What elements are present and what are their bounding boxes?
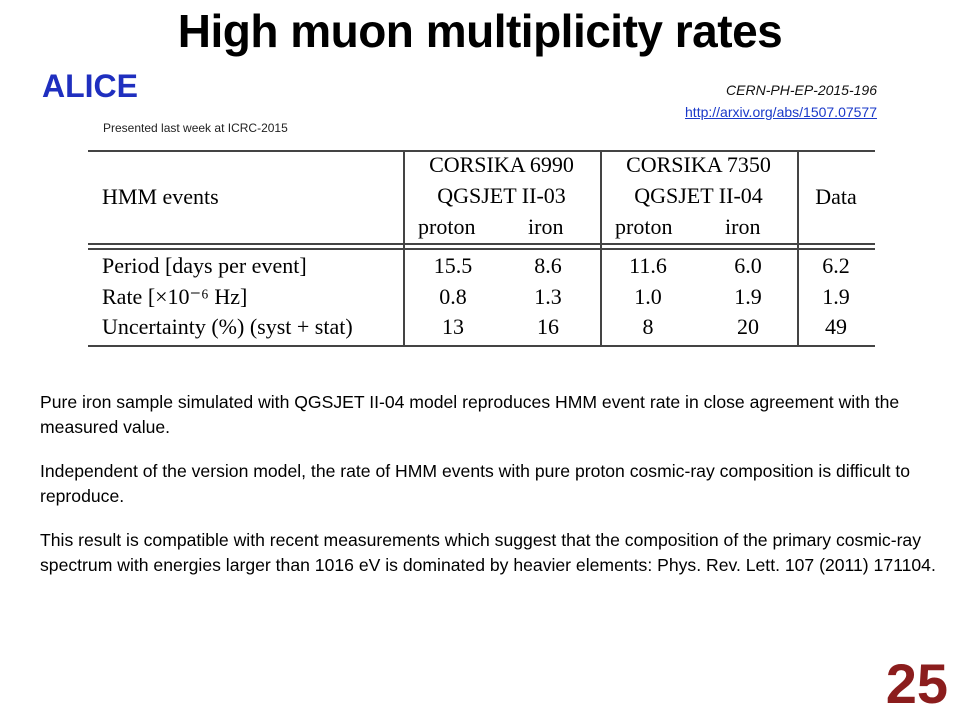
table-cell: 1.9 bbox=[734, 284, 762, 309]
table-cell: 0.8 bbox=[439, 284, 467, 309]
reference-block: CERN-PH-EP-2015-196 http://arxiv.org/abs… bbox=[685, 79, 877, 123]
header-qgsjet-ii-03: QGSJET II-03 bbox=[437, 183, 566, 208]
table-cell: 6.2 bbox=[822, 253, 850, 278]
reference-code: CERN-PH-EP-2015-196 bbox=[726, 82, 877, 98]
row-label-period: Period [days per event] bbox=[102, 253, 307, 278]
body-text: Pure iron sample simulated with QGSJET I… bbox=[40, 390, 940, 597]
collaboration-label: ALICE bbox=[42, 68, 138, 104]
header-hmm-events: HMM events bbox=[102, 184, 219, 209]
header-iron-2: iron bbox=[725, 214, 761, 239]
hmm-table: HMM events CORSIKA 6990 QGSJET II-03 pro… bbox=[88, 146, 875, 347]
table-divider-2 bbox=[600, 150, 602, 346]
table-cell: 8 bbox=[642, 314, 654, 339]
table-cell: 16 bbox=[537, 314, 559, 339]
header-iron-1: iron bbox=[528, 214, 564, 239]
header-corsika-7350: CORSIKA 7350 bbox=[626, 152, 771, 177]
header-proton-1: proton bbox=[418, 214, 476, 239]
table-cell: 6.0 bbox=[734, 253, 762, 278]
table-bottom-rule bbox=[88, 345, 875, 347]
page-number: 25 bbox=[885, 652, 948, 715]
row-label-uncertainty: Uncertainty (%) (syst + stat) bbox=[102, 314, 353, 339]
table-cell: 1.0 bbox=[634, 284, 662, 309]
header-proton-2: proton bbox=[615, 214, 673, 239]
paragraph-iron-sample: Pure iron sample simulated with QGSJET I… bbox=[40, 392, 900, 437]
header-qgsjet-ii-04: QGSJET II-04 bbox=[634, 183, 763, 208]
arxiv-link[interactable]: http://arxiv.org/abs/1507.07577 bbox=[685, 104, 877, 120]
paragraph-compatibility: This result is compatible with recent me… bbox=[40, 530, 936, 575]
row-label-rate: Rate [×10⁻⁶ Hz] bbox=[102, 284, 248, 309]
header-corsika-6990: CORSIKA 6990 bbox=[429, 152, 574, 177]
table-cell: 8.6 bbox=[534, 253, 562, 278]
table-cell: 1.3 bbox=[534, 284, 562, 309]
table-cell: 20 bbox=[737, 314, 759, 339]
table-top-rule bbox=[88, 150, 875, 152]
table-cell: 11.6 bbox=[629, 253, 667, 278]
table-cell: 13 bbox=[442, 314, 464, 339]
table-divider-1 bbox=[403, 150, 405, 346]
header-data: Data bbox=[815, 184, 857, 209]
table-divider-3 bbox=[797, 150, 799, 346]
paragraph-proton-composition: Independent of the version model, the ra… bbox=[40, 461, 911, 506]
table-mid-rule-2 bbox=[88, 248, 875, 250]
presented-note: Presented last week at ICRC-2015 bbox=[103, 121, 288, 135]
table-cell: 1.9 bbox=[822, 284, 850, 309]
slide-title: High muon multiplicity rates bbox=[177, 5, 783, 57]
table-mid-rule-1 bbox=[88, 243, 875, 245]
table-cell: 15.5 bbox=[433, 253, 473, 278]
table-cell: 49 bbox=[825, 314, 847, 339]
